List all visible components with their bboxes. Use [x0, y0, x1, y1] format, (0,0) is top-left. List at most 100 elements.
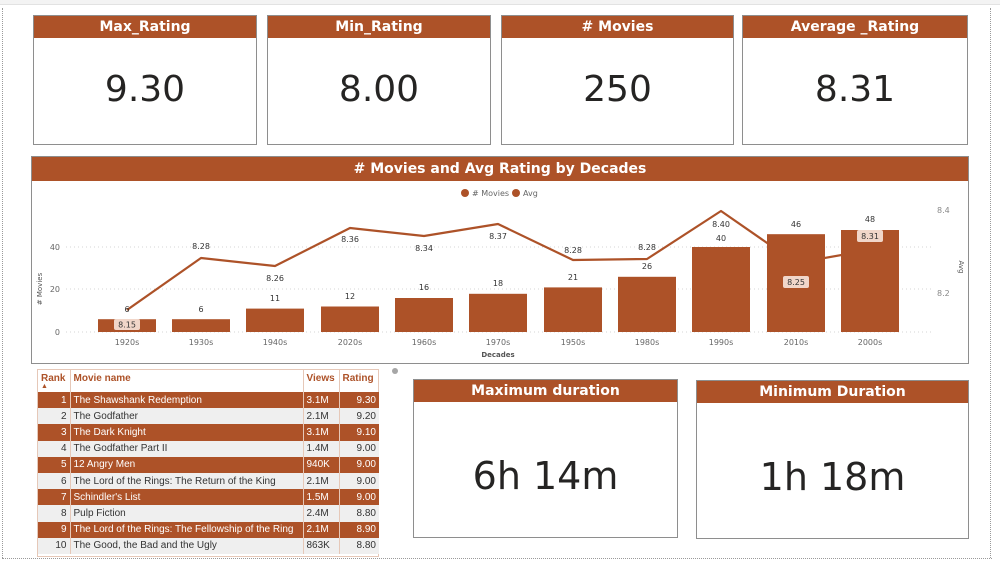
svg-text:6: 6 [124, 305, 129, 314]
svg-text:8.31: 8.31 [861, 232, 879, 241]
svg-text:1970s: 1970s [486, 338, 511, 347]
card-title: Minimum Duration [697, 381, 968, 403]
kpi-card-min-rating[interactable]: Min_Rating 8.00 [267, 15, 491, 145]
svg-text:1990s: 1990s [709, 338, 734, 347]
x-axis-title: Decades [481, 351, 514, 359]
svg-text:8.28: 8.28 [192, 242, 210, 251]
max-duration-card[interactable]: Maximum duration 6h 14m [413, 379, 678, 538]
table-row[interactable]: 4 The Godfather Part II 1.4M 9.00 [38, 440, 379, 457]
svg-text:8.28: 8.28 [638, 243, 656, 252]
bar-1970s [469, 293, 527, 332]
min-duration-card[interactable]: Minimum Duration 1h 18m [696, 380, 969, 539]
svg-text:1920s: 1920s [115, 338, 140, 347]
kpi-card-average-rating[interactable]: Average _Rating 8.31 [742, 15, 968, 145]
y-axis-left-title: # Movies [36, 272, 44, 305]
svg-text:1980s: 1980s [635, 338, 660, 347]
column-header-rank[interactable]: Rank ▲ [38, 370, 71, 392]
table-row[interactable]: 2 The Godfather 2.1M 9.20 [38, 408, 379, 425]
bar-1960s [395, 298, 453, 332]
kpi-card-value: 9.30 [104, 69, 186, 110]
svg-text:8.36: 8.36 [341, 235, 359, 244]
svg-text:8.26: 8.26 [266, 274, 284, 283]
column-header-views[interactable]: Views [303, 370, 340, 392]
legend-movies-marker-icon [461, 189, 469, 197]
column-header-movie-name[interactable]: Movie name [70, 370, 304, 392]
table-row[interactable]: 1 The Shawshank Redemption 3.1M 9.30 [38, 392, 379, 409]
y-axis-right: 8.4 8.2 [937, 206, 950, 298]
chart-plot: # Movies Avg 40 20 0 # Movies 8.4 8.2 [36, 189, 965, 359]
canvas-border-right [990, 8, 991, 558]
table-row[interactable]: 3 The Dark Knight 3.1M 9.10 [38, 424, 379, 441]
svg-text:26: 26 [642, 262, 652, 271]
table-row[interactable]: 9 The Lord of the Rings: The Fellowship … [38, 521, 379, 538]
card-title: Maximum duration [414, 380, 677, 402]
table-row[interactable]: 6 The Lord of the Rings: The Return of t… [38, 472, 379, 490]
chart-title: # Movies and Avg Rating by Decades [32, 157, 968, 181]
bar-1990s [692, 247, 750, 332]
svg-text:16: 16 [419, 283, 429, 292]
visual-resize-handle[interactable] [392, 368, 398, 374]
kpi-card-title: Max_Rating [34, 16, 256, 38]
table-row[interactable]: 7 Schindler's List 1.5M 9.00 [38, 489, 379, 506]
svg-text:8.34: 8.34 [415, 244, 433, 253]
bar-2000s-overlay [841, 230, 899, 332]
bar-data-labels: 6 6 11 12 16 18 21 26 40 46 48 [124, 215, 875, 314]
table-row[interactable]: 10 The Good, the Bad and the Ugly 863K 8… [38, 537, 379, 554]
bar-1980s [618, 276, 676, 332]
line-series-avg [126, 209, 871, 311]
card-value: 1h 18m [759, 455, 906, 499]
legend-movies-label: # Movies [472, 189, 509, 198]
card-value: 6h 14m [472, 454, 619, 498]
svg-text:1930s: 1930s [189, 338, 214, 347]
legend-avg-label: Avg [523, 189, 538, 198]
svg-text:8.15: 8.15 [118, 321, 136, 330]
y-axis-left: 40 20 0 [50, 243, 60, 337]
kpi-card-title: # Movies [502, 16, 733, 38]
bar-2020s [321, 306, 379, 332]
bar-1950s [544, 287, 602, 332]
svg-text:40: 40 [716, 234, 726, 243]
bar-1940s [246, 308, 304, 332]
svg-text:8.28: 8.28 [564, 246, 582, 255]
column-header-rating[interactable]: Rating [342, 373, 374, 384]
svg-text:2010s: 2010s [784, 338, 809, 347]
top-movies-table[interactable]: Rank ▲ Movie name Views Rating 1 The Shaw… [37, 369, 379, 557]
svg-text:6: 6 [198, 305, 203, 314]
table-row[interactable]: 5 12 Angry Men 940K 9.00 [38, 456, 379, 473]
kpi-card-title: Average _Rating [743, 16, 967, 38]
x-axis: 1920s 1930s 1940s 2020s 1960s 1970s 1950… [115, 338, 883, 347]
svg-text:2000s: 2000s [858, 338, 883, 347]
canvas-border-bottom [2, 558, 992, 559]
kpi-card-max-rating[interactable]: Max_Rating 9.30 [33, 15, 257, 145]
svg-text:11: 11 [270, 294, 280, 303]
line-data-labels: 8.15 8.28 8.26 8.36 8.34 8.37 8.28 8.28 … [114, 220, 883, 330]
sort-ascending-icon[interactable]: ▲ [41, 383, 48, 390]
chart-legend: # Movies Avg [461, 189, 538, 198]
canvas-border-left [2, 8, 3, 558]
table-row[interactable]: 8 Pulp Fiction 2.4M 8.80 [38, 505, 379, 522]
bar-1930s [172, 319, 230, 332]
legend-avg-marker-icon [512, 189, 520, 197]
y-axis-right-title: Avg [957, 261, 965, 274]
kpi-card-value: 8.31 [814, 69, 896, 110]
svg-text:1950s: 1950s [561, 338, 586, 347]
svg-text:0: 0 [55, 328, 60, 337]
svg-text:8.4: 8.4 [937, 206, 950, 215]
svg-text:12: 12 [345, 292, 355, 301]
kpi-card-value: 250 [583, 69, 652, 110]
svg-text:8.25: 8.25 [787, 278, 805, 287]
svg-text:48: 48 [865, 215, 875, 224]
svg-text:40: 40 [50, 243, 60, 252]
svg-text:18: 18 [493, 279, 503, 288]
svg-text:8.37: 8.37 [489, 232, 507, 241]
svg-text:8.40: 8.40 [712, 220, 730, 229]
movies-avg-rating-chart[interactable]: # Movies and Avg Rating by Decades # Mov… [31, 156, 969, 364]
svg-text:1940s: 1940s [263, 338, 288, 347]
kpi-card-value: 8.00 [338, 69, 420, 110]
svg-text:46: 46 [791, 220, 801, 229]
kpi-card-movie-count[interactable]: # Movies 250 [501, 15, 734, 145]
svg-text:21: 21 [568, 273, 578, 282]
top-toolbar-strip [0, 0, 1000, 5]
svg-text:1960s: 1960s [412, 338, 437, 347]
